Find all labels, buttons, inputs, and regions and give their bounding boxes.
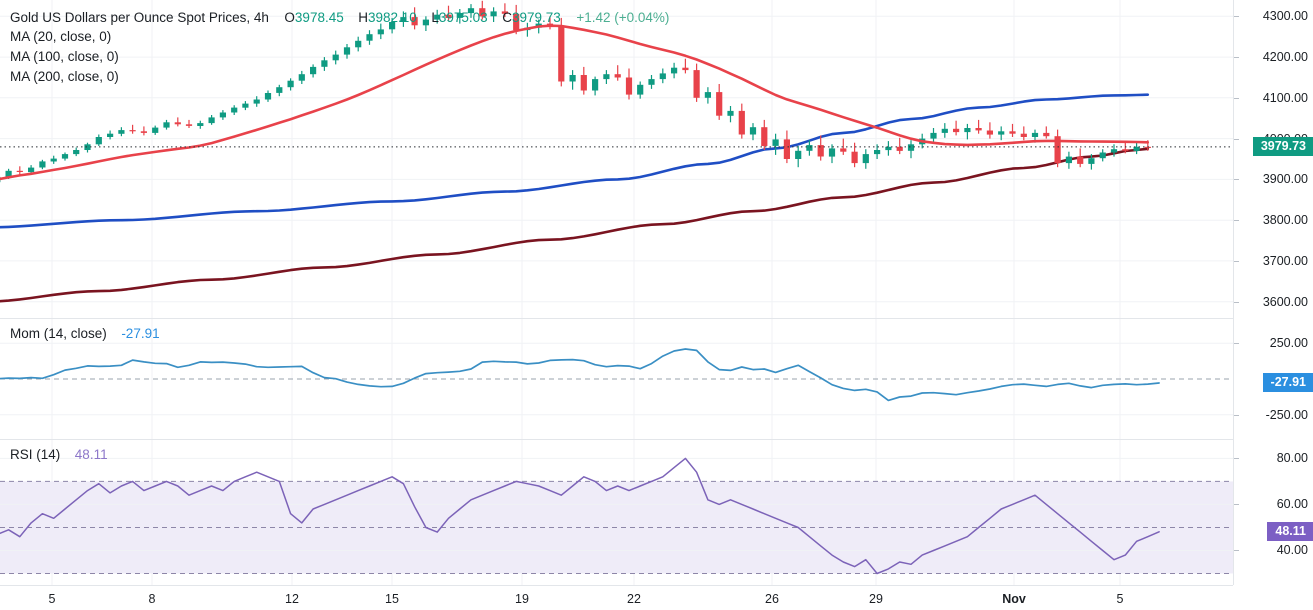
ma100-legend[interactable]: MA (100, close, 0) (10, 48, 119, 65)
ma200-legend[interactable]: MA (200, close, 0) (10, 68, 119, 85)
ma20-legend[interactable]: MA (20, close, 0) (10, 28, 111, 45)
time-axis-label-5: 5 (48, 592, 56, 606)
close-label: C (502, 10, 512, 25)
momentum-pane[interactable]: Mom (14, close) -27.91 (0, 319, 1233, 439)
price-scale-label-3700-00: 3700.00 (1262, 253, 1308, 268)
price-mom-separator (0, 318, 1313, 319)
low-label: L (431, 10, 439, 25)
scale-tick (1234, 179, 1239, 181)
ma200-legend-label: MA (200, close, 0) (10, 69, 119, 84)
time-axis-label-12: 12 (285, 592, 299, 606)
rsi-value: 48.11 (74, 447, 108, 462)
ma20-legend-label: MA (20, close, 0) (10, 29, 112, 44)
rsi-legend[interactable]: RSI (14) 48.11 (10, 446, 108, 463)
price-change: +1.42 (+0.04%) (576, 10, 670, 25)
current-price-badge[interactable]: 3979.73 (1252, 137, 1313, 157)
scale-tick (1234, 16, 1239, 18)
price-scale-label-4200-00: 4200.00 (1262, 50, 1308, 65)
time-axis[interactable]: 5 8 12 15 19 22 26 29 Nov 5 (0, 585, 1233, 610)
low-value: 3975.03 (438, 10, 488, 25)
rsi-scale-label-60-00: 60.00 (1276, 497, 1308, 512)
price-chart-canvas[interactable] (0, 0, 1233, 318)
time-axis-label-nov: Nov (1002, 592, 1026, 606)
mom-value: -27.91 (121, 326, 160, 341)
rsi-chart-canvas[interactable] (0, 440, 1233, 585)
scale-tick (1234, 458, 1239, 460)
mom-legend-label: Mom (14, close) (10, 326, 107, 341)
time-axis-label-29: 29 (869, 592, 883, 606)
mom-scale-label-_250_00: -250.00 (1265, 407, 1308, 422)
open-label: O (284, 10, 295, 25)
rsi-scale-label-80-00: 80.00 (1276, 451, 1308, 466)
high-value: 3982.10 (368, 10, 417, 25)
scale-tick (1234, 260, 1239, 262)
high-label: H (358, 10, 369, 25)
price-scale-label-4300-00: 4300.00 (1262, 9, 1308, 24)
scale-tick (1234, 97, 1239, 99)
scale-tick (1234, 220, 1239, 222)
mom-current-value-badge[interactable]: -27.91 (1262, 373, 1313, 393)
rsi-scale-label-40-00: 40.00 (1276, 543, 1308, 558)
momentum-chart-canvas[interactable] (0, 319, 1233, 439)
rsi-legend-label: RSI (14) (10, 447, 61, 462)
scale-tick (1234, 504, 1239, 506)
price-scale-label-3900-00: 3900.00 (1262, 172, 1308, 187)
time-axis-label-22: 22 (627, 592, 641, 606)
ma100-legend-label: MA (100, close, 0) (10, 49, 119, 64)
scale-tick (1234, 414, 1239, 416)
price-scale-axis[interactable]: 4300.004200.004100.004000.003900.003800.… (1233, 0, 1313, 585)
price-pane[interactable]: Gold US Dollars per Ounce Spot Prices, 4… (0, 0, 1233, 318)
price-scale-label-4100-00: 4100.00 (1262, 90, 1308, 105)
time-axis-label-5: 5 (1116, 592, 1124, 606)
mom-rsi-separator (0, 439, 1313, 440)
price-scale-label-3800-00: 3800.00 (1262, 213, 1308, 228)
time-axis-label-15: 15 (385, 592, 399, 606)
symbol-title: Gold US Dollars per Ounce Spot Prices, 4… (10, 10, 269, 25)
time-axis-label-19: 19 (515, 592, 529, 606)
open-value: 3978.45 (294, 10, 344, 25)
time-axis-label-26: 26 (765, 592, 779, 606)
scale-tick (1234, 138, 1239, 140)
scale-tick (1234, 343, 1239, 345)
time-axis-label-8: 8 (148, 592, 156, 606)
mom-legend[interactable]: Mom (14, close) -27.91 (10, 325, 160, 342)
symbol-legend: Gold US Dollars per Ounce Spot Prices, 4… (10, 9, 669, 26)
rsi-current-value-badge[interactable]: 48.11 (1267, 522, 1313, 542)
close-value: 3979.73 (511, 10, 561, 25)
scale-tick (1234, 57, 1239, 59)
scale-tick (1234, 301, 1239, 303)
price-scale-label-3600-00: 3600.00 (1262, 294, 1308, 309)
scale-tick (1234, 550, 1239, 552)
rsi-pane[interactable]: RSI (14) 48.11 (0, 440, 1233, 585)
mom-scale-label-250_00: 250.00 (1269, 336, 1308, 351)
